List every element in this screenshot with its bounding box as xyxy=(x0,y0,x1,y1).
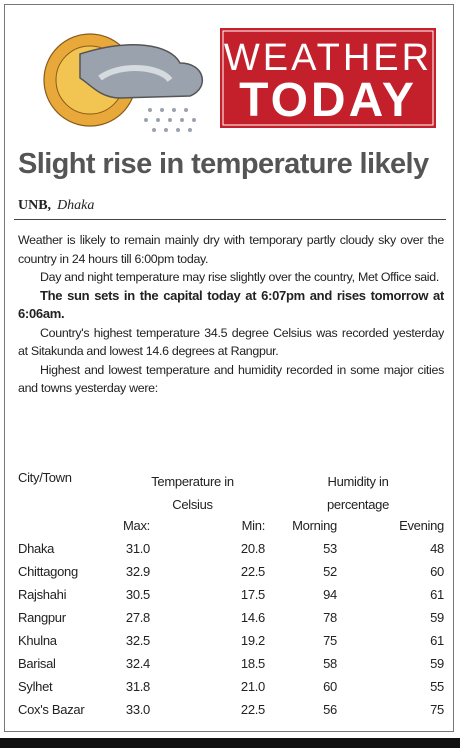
box-title: WEATHER xyxy=(224,37,432,79)
table-cell: 18.5 xyxy=(240,656,265,671)
table-cell: 55 xyxy=(430,679,444,694)
table-cell: 48 xyxy=(430,541,444,556)
table-cell: 14.6 xyxy=(240,610,265,625)
table-cell: 32.9 xyxy=(125,564,150,579)
table-cell: 59 xyxy=(430,610,444,625)
table-cell: 75 xyxy=(323,633,337,648)
table-cell: 21.0 xyxy=(240,679,265,694)
agency: UNB, xyxy=(18,198,52,213)
frame xyxy=(4,4,454,732)
table-cell: 32.4 xyxy=(125,656,150,671)
box-title: TODAY xyxy=(239,74,417,127)
sub-header: Max: xyxy=(123,518,150,533)
bottom-bar xyxy=(0,738,460,748)
column-header: Temperature in Celsius xyxy=(151,474,234,512)
table-cell: 22.5 xyxy=(240,702,265,717)
table-cell: 94 xyxy=(323,587,337,602)
byline: UNB, Dhaka xyxy=(18,198,94,214)
rule xyxy=(14,219,446,220)
table-cell: 53 xyxy=(323,541,337,556)
paragraph: Country's highest temperature 34.5 degre… xyxy=(18,325,444,359)
table-cell: 17.5 xyxy=(240,587,265,602)
column-header: Humidity in percentage xyxy=(326,474,390,512)
article-body: Weather is likely to remain mainly dry w… xyxy=(18,231,444,467)
paragraph: The sun sets in the capital today at 6:0… xyxy=(18,287,444,322)
paragraph: Highest and lowest temperature and humid… xyxy=(18,362,444,396)
city-name: Khulna xyxy=(18,633,57,648)
table-cell: 33.0 xyxy=(125,702,150,717)
city-name: Rajshahi xyxy=(18,587,67,602)
table-cell: 75 xyxy=(430,702,444,717)
column-header: City/Town xyxy=(18,470,72,485)
weather-icon xyxy=(43,33,204,132)
city-name: Rangpur xyxy=(18,610,66,625)
paragraph: Day and night temperature may rise sligh… xyxy=(40,270,439,284)
city-name: Cox's Bazar xyxy=(18,702,85,717)
city-name: Dhaka xyxy=(18,541,55,556)
table-cell: 60 xyxy=(323,679,337,694)
weather-table: City/Town Temperature in Celsius Humidity … xyxy=(0,466,460,726)
table-cell: 22.5 xyxy=(240,564,265,579)
table-cell: 59 xyxy=(430,656,444,671)
sub-header: Evening xyxy=(399,518,444,533)
table-cell: 31.0 xyxy=(125,541,150,556)
table-cell: 30.5 xyxy=(125,587,150,602)
weather-today-box: WEATHER TODAY xyxy=(220,28,436,128)
table-cell: 32.5 xyxy=(125,633,150,648)
paragraph: Weather is likely to remain mainly dry w… xyxy=(18,233,444,266)
table-cell: 20.8 xyxy=(240,541,265,556)
table-cell: 61 xyxy=(430,587,444,602)
table-cell: 78 xyxy=(323,610,337,625)
city-name: Sylhet xyxy=(18,679,53,694)
sub-header: Min: xyxy=(241,518,266,533)
table-cell: 61 xyxy=(430,633,444,648)
table-cell: 27.8 xyxy=(125,610,150,625)
table-cell: 58 xyxy=(323,656,337,671)
table-cell: 19.2 xyxy=(240,633,265,648)
table-cell: 31.8 xyxy=(125,679,150,694)
location: Dhaka xyxy=(57,198,95,213)
table-cell: 56 xyxy=(323,702,337,717)
table-cell: 60 xyxy=(430,564,444,579)
sub-header: Morning xyxy=(292,518,337,533)
headline: Slight rise in temperature likely xyxy=(18,148,429,180)
city-name: Chittagong xyxy=(18,564,78,579)
city-name: Barisal xyxy=(18,656,56,671)
table-cell: 52 xyxy=(323,564,337,579)
